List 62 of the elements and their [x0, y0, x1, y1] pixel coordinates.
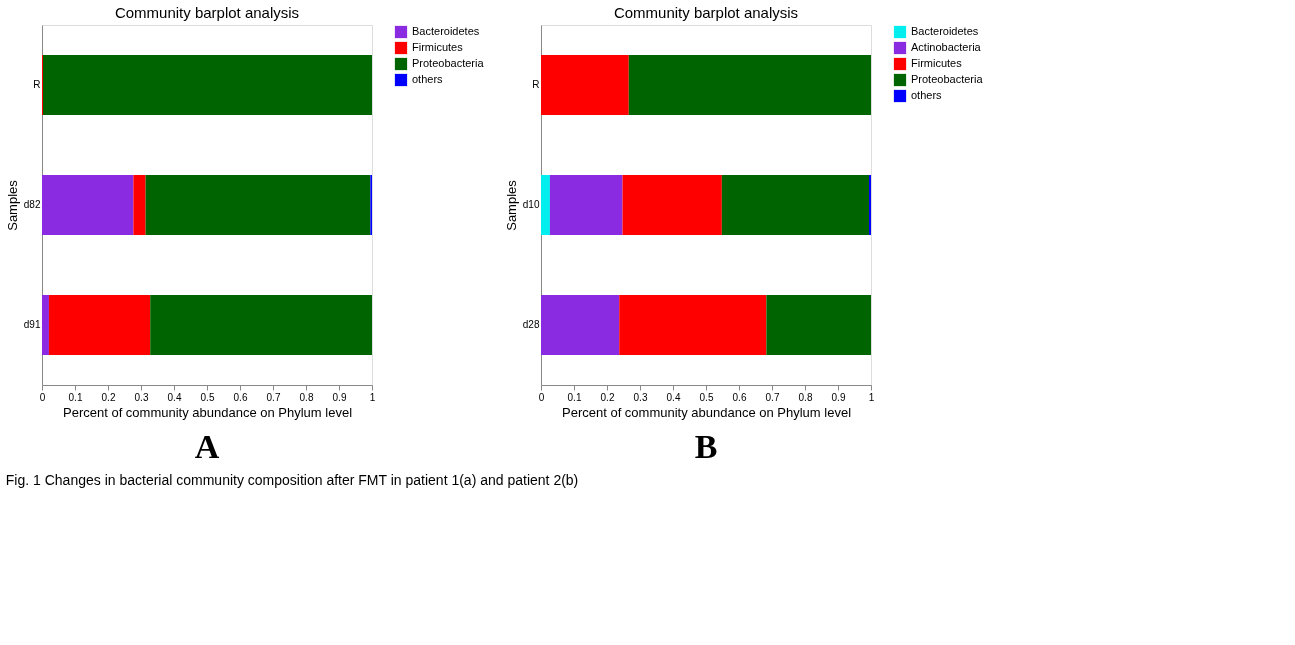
x-tick-label: 1 [868, 391, 875, 403]
y-tick-label: d91 [23, 319, 41, 330]
legend-label: Firmicutes [911, 57, 963, 69]
x-tick-label: 0.4 [167, 391, 182, 403]
bar [721, 175, 870, 235]
bar [42, 175, 134, 235]
bar [541, 295, 620, 355]
x-tick-label: 0.8 [798, 391, 813, 403]
bar [541, 55, 629, 115]
x-tick-label: 0.3 [134, 391, 149, 403]
y-tick-label: R [532, 79, 540, 90]
legend-label: others [412, 73, 444, 85]
x-tick-label: 0.4 [666, 391, 681, 403]
x-tick-label: 0.2 [101, 391, 116, 403]
y-tick-label: d82 [23, 199, 41, 210]
x-tick-label: 0.7 [765, 391, 780, 403]
legend-label: Firmicutes [412, 41, 464, 53]
x-tick-label: 0.5 [699, 391, 714, 403]
y-tick-label: d28 [522, 319, 540, 330]
chart-title: Community barplot analysis [114, 4, 300, 21]
legend-label: Proteobacteria [911, 73, 984, 85]
x-tick-label: 0.9 [831, 391, 846, 403]
y-axis-title: Samples [4, 179, 20, 231]
legend-label: Proteobacteria [412, 57, 485, 69]
legend-label: Bacteroidetes [412, 25, 480, 37]
x-tick-label: 0.2 [600, 391, 615, 403]
y-axis-title: Samples [503, 179, 519, 231]
text: B [694, 427, 718, 465]
bar [622, 175, 722, 235]
caption: Fig. 1 Changes in bacterial community composition after FMT in patient 1(a) and patient 2(b) [5, 472, 579, 488]
x-tick-label: 0.8 [299, 391, 314, 403]
x-tick-label: 1 [369, 391, 376, 403]
x-tick-label: 0.5 [200, 391, 215, 403]
bar [48, 295, 151, 355]
x-axis-title: Percent of community abundance on Phylum level [561, 404, 852, 420]
y-tick-label: R [33, 79, 41, 90]
bar [150, 295, 372, 355]
legend-label: Bacteroidetes [911, 25, 979, 37]
y-tick-label: d10 [522, 199, 540, 210]
bar [541, 175, 550, 235]
x-tick-label: 0 [39, 391, 46, 403]
x-axis-title: Percent of community abundance on Phylum level [62, 404, 353, 420]
bar [145, 175, 371, 235]
x-tick-label: 0 [538, 391, 545, 403]
x-tick-label: 0.6 [732, 391, 747, 403]
bar [628, 55, 871, 115]
chart-title: Community barplot analysis [613, 4, 799, 21]
bar [133, 175, 146, 235]
bar [42, 295, 49, 355]
x-tick-label: 0.1 [567, 391, 582, 403]
bar [549, 175, 623, 235]
bar [766, 295, 871, 355]
x-tick-label: 0.6 [233, 391, 248, 403]
x-tick-label: 0.1 [68, 391, 83, 403]
x-tick-label: 0.9 [332, 391, 347, 403]
x-tick-label: 0.3 [633, 391, 648, 403]
bar [619, 295, 767, 355]
legend-label: others [911, 89, 943, 101]
bar [42, 55, 372, 115]
legend-label: Actinobacteria [911, 41, 982, 53]
text: A [194, 427, 220, 465]
x-tick-label: 0.7 [266, 391, 281, 403]
